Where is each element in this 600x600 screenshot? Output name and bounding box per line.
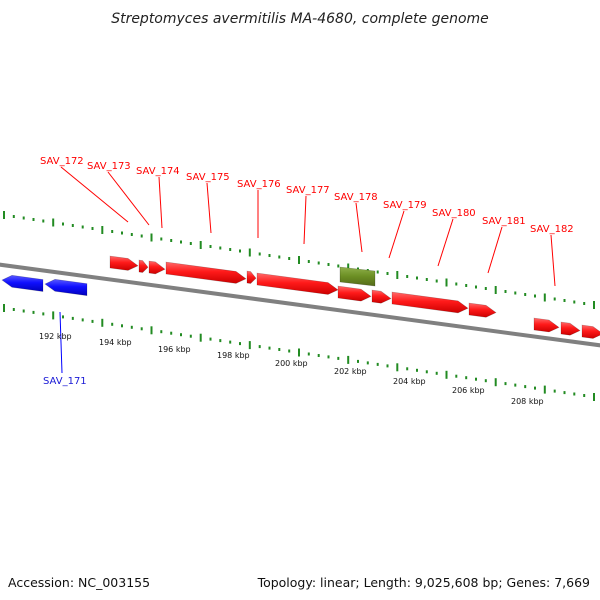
gene-arrow-forward[interactable] bbox=[148, 260, 166, 275]
label-leader-line bbox=[550, 234, 556, 287]
gene-label-sav-173[interactable]: SAV_173 bbox=[87, 161, 131, 172]
scale-label-196kbp: 196 kbp bbox=[158, 345, 191, 354]
gene-arrow-forward[interactable] bbox=[581, 324, 600, 339]
genome-summary-text: Topology: linear; Length: 9,025,608 bp; … bbox=[257, 575, 590, 590]
gene-arrow-forward[interactable] bbox=[468, 302, 497, 318]
scale-label-198kbp: 198 kbp bbox=[217, 351, 250, 360]
scale-label-204kbp: 204 kbp bbox=[393, 377, 426, 386]
map-title: Streptomyces avermitilis MA-4680, comple… bbox=[111, 11, 489, 27]
label-leader-line bbox=[437, 218, 454, 267]
gene-arrow-reverse[interactable] bbox=[1, 274, 44, 292]
gene-label-sav-182[interactable]: SAV_182 bbox=[530, 224, 574, 235]
genome-backbone bbox=[0, 262, 600, 348]
gene-label-sav-174[interactable]: SAV_174 bbox=[136, 166, 180, 177]
gene-label-sav-176[interactable]: SAV_176 bbox=[237, 179, 281, 190]
accession-text: Accession: NC_003155 bbox=[8, 575, 150, 590]
gene-arrow-selected[interactable] bbox=[339, 266, 376, 287]
label-leader-line bbox=[107, 171, 150, 226]
scale-label-200kbp: 200 kbp bbox=[275, 359, 308, 368]
gene-arrow-reverse[interactable] bbox=[44, 278, 88, 296]
gene-arrow-forward[interactable] bbox=[246, 270, 257, 284]
gene-label-sav-181[interactable]: SAV_181 bbox=[482, 216, 526, 227]
scale-label-192kbp: 192 kbp bbox=[39, 332, 72, 341]
gene-label-sav-178[interactable]: SAV_178 bbox=[334, 192, 378, 203]
gene-arrow-forward[interactable] bbox=[337, 285, 372, 302]
scale-label-208kbp: 208 kbp bbox=[511, 397, 544, 406]
gene-label-sav-177[interactable]: SAV_177 bbox=[286, 185, 330, 196]
label-leader-line bbox=[355, 202, 363, 253]
scale-labels: 192 kbp 194 kbp 196 kbp 198 kbp 200 kbp … bbox=[39, 332, 544, 406]
gene-label-sav-172[interactable]: SAV_172 bbox=[40, 156, 84, 167]
gene-label-sav-175[interactable]: SAV_175 bbox=[186, 172, 230, 183]
label-leader-line bbox=[388, 210, 405, 259]
label-leader-line bbox=[487, 226, 503, 274]
gene-arrow-forward[interactable] bbox=[256, 272, 339, 295]
gene-arrow-forward[interactable] bbox=[165, 261, 247, 284]
label-leader-line bbox=[59, 311, 63, 374]
gene-arrow-forward[interactable] bbox=[533, 317, 560, 333]
gene-arrow-forward[interactable] bbox=[138, 259, 149, 273]
gene-arrow-forward[interactable] bbox=[391, 291, 469, 314]
gene-labels: SAV_172 SAV_173 SAV_174 SAV_175 SAV_176 … bbox=[40, 156, 574, 387]
scale-label-206kbp: 206 kbp bbox=[452, 386, 485, 395]
label-leaders bbox=[59, 166, 556, 374]
label-leader-line bbox=[303, 195, 307, 245]
gene-arrow-forward[interactable] bbox=[371, 289, 392, 304]
scale-ruler-bottom bbox=[3, 304, 595, 401]
gene-arrow-forward[interactable] bbox=[109, 255, 139, 271]
scale-label-202kbp: 202 kbp bbox=[334, 367, 367, 376]
scale-label-194kbp: 194 kbp bbox=[99, 338, 132, 347]
gene-label-sav-179[interactable]: SAV_179 bbox=[383, 200, 427, 211]
label-leader-line bbox=[158, 176, 163, 229]
label-leader-line bbox=[206, 182, 212, 234]
gene-label-sav-171[interactable]: SAV_171 bbox=[43, 376, 87, 387]
gene-label-sav-180[interactable]: SAV_180 bbox=[432, 208, 476, 219]
label-leader-line bbox=[60, 166, 129, 223]
gene-track bbox=[1, 255, 600, 339]
gene-arrow-forward[interactable] bbox=[560, 321, 581, 336]
